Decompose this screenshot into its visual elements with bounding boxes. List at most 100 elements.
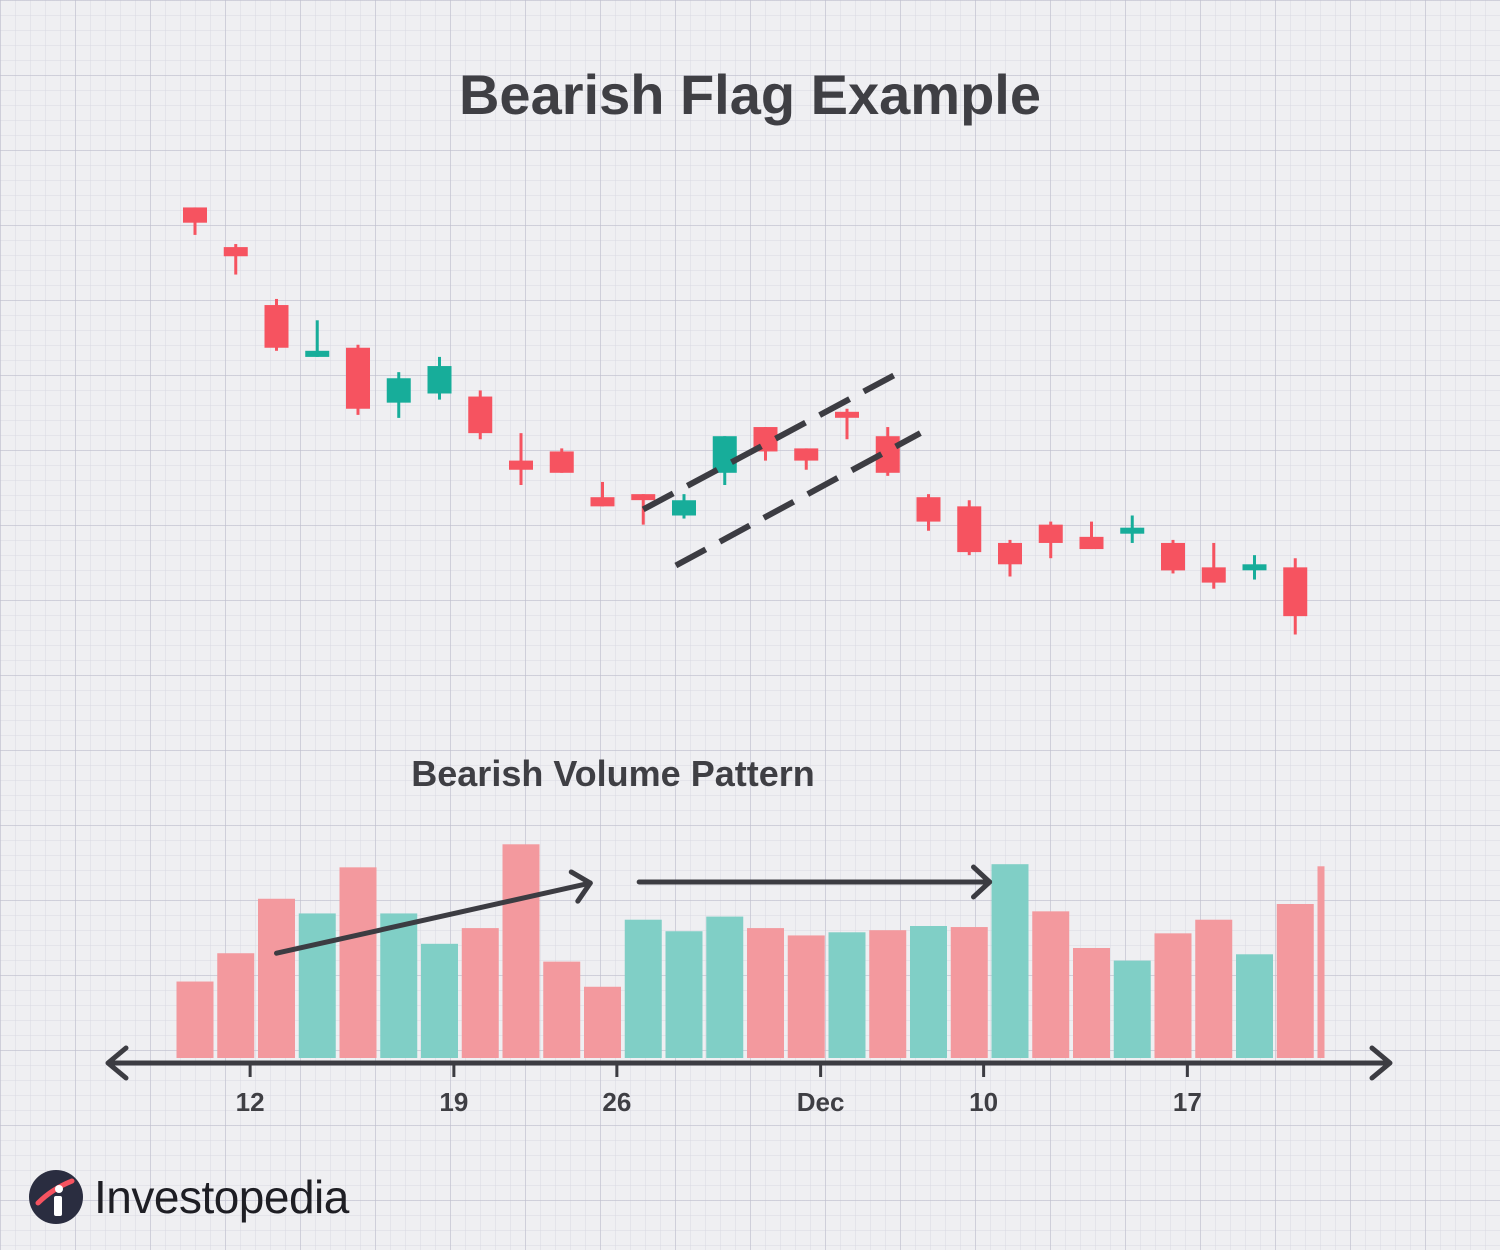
trend-arrow (274, 869, 593, 956)
candle (305, 320, 330, 357)
candle-body (835, 411, 859, 418)
volume-bar (1073, 948, 1110, 1058)
candle (1283, 558, 1308, 635)
candle-body (468, 396, 493, 434)
candle-body (1079, 536, 1104, 550)
volume-bar (543, 961, 581, 1058)
volume-bar-partial (1317, 866, 1325, 1058)
volume-bar (584, 986, 621, 1058)
candle (1079, 521, 1104, 550)
candle-body (1242, 564, 1267, 571)
volume-bar (1113, 960, 1151, 1058)
candle (427, 356, 452, 400)
candle (1242, 555, 1267, 580)
candle (998, 539, 1022, 577)
candle-body (223, 247, 248, 257)
candle (916, 494, 941, 531)
candle (346, 344, 370, 415)
volume-bar (380, 913, 418, 1058)
volume-bar (461, 928, 499, 1058)
candle (1201, 542, 1226, 589)
candle (183, 207, 207, 235)
candle-body (1161, 542, 1185, 571)
candle (672, 494, 696, 519)
candle-body (1038, 524, 1063, 543)
candle (549, 448, 574, 473)
trend-arrow-shaft (274, 880, 593, 956)
candle (509, 433, 533, 485)
candle-body (1283, 567, 1308, 617)
price-plot (183, 207, 1308, 635)
flag-lower-line (674, 430, 922, 569)
candle (875, 427, 900, 476)
candle (590, 481, 615, 507)
candle (753, 427, 778, 461)
candle (1161, 539, 1185, 574)
x-axis-right-arrow (1369, 1045, 1393, 1081)
flag-channel (641, 369, 922, 569)
x-tick-label: 12 (236, 1087, 265, 1117)
volume-pattern-title: Bearish Volume Pattern (411, 753, 814, 794)
volume-bar (217, 953, 255, 1058)
candle-body (1120, 527, 1145, 534)
volume-bar (828, 932, 866, 1058)
volume-bar (1154, 933, 1192, 1058)
chart-title: Bearish Flag Example (458, 63, 1041, 126)
x-axis: 12 19 26 Dec 10 17 (105, 1045, 1393, 1117)
candle-body (1201, 567, 1226, 583)
candle (631, 494, 656, 525)
candle-body (998, 542, 1022, 565)
candle-body (549, 451, 574, 473)
volume-plot (176, 844, 1325, 1058)
candle (1038, 521, 1063, 559)
volume-bar (421, 943, 458, 1058)
candle-body (957, 506, 982, 553)
x-axis-left-arrow (105, 1045, 129, 1081)
volume-arrows (274, 864, 993, 956)
volume-bar (665, 931, 703, 1058)
candle-body (305, 350, 330, 357)
volume-bar (869, 930, 907, 1058)
brand-logo: Investopedia (28, 1162, 349, 1232)
x-tick-label: 26 (602, 1087, 631, 1117)
volume-bar (1276, 904, 1314, 1058)
x-tick-label: Dec (797, 1087, 845, 1117)
candle-body (386, 378, 411, 403)
volume-bar (624, 919, 662, 1058)
candle-body (794, 448, 819, 461)
volume-bar (502, 844, 540, 1058)
candle-body (427, 366, 452, 394)
trend-arrow (636, 864, 993, 900)
volume-bar (991, 864, 1029, 1058)
candle (223, 244, 248, 275)
volume-bar (1032, 911, 1070, 1058)
x-tick-label: 19 (439, 1087, 468, 1117)
candle-body (590, 497, 615, 507)
candle (468, 390, 493, 440)
candle-body (712, 436, 737, 473)
candle (712, 436, 737, 485)
candle (794, 448, 819, 470)
volume-bar (910, 926, 947, 1058)
candle (835, 408, 859, 440)
brand-name: Investopedia (94, 1171, 349, 1223)
candle-body (631, 494, 656, 501)
volume-bar (1195, 919, 1233, 1058)
x-tick-label: 10 (969, 1087, 998, 1117)
volume-bar (258, 898, 295, 1058)
volume-bar (706, 916, 744, 1058)
volume-bar (339, 867, 377, 1058)
volume-bar (1236, 954, 1273, 1058)
candle (386, 372, 411, 418)
candle-body (183, 207, 207, 223)
candle-body (916, 497, 941, 522)
investopedia-logo-icon (29, 1170, 83, 1224)
trend-arrow-head (970, 864, 993, 900)
candle-body (509, 460, 533, 470)
candle (1120, 515, 1145, 543)
volume-bar (950, 927, 988, 1058)
candle-body (346, 347, 370, 409)
candle-body (672, 500, 696, 516)
volume-bar (747, 928, 784, 1058)
